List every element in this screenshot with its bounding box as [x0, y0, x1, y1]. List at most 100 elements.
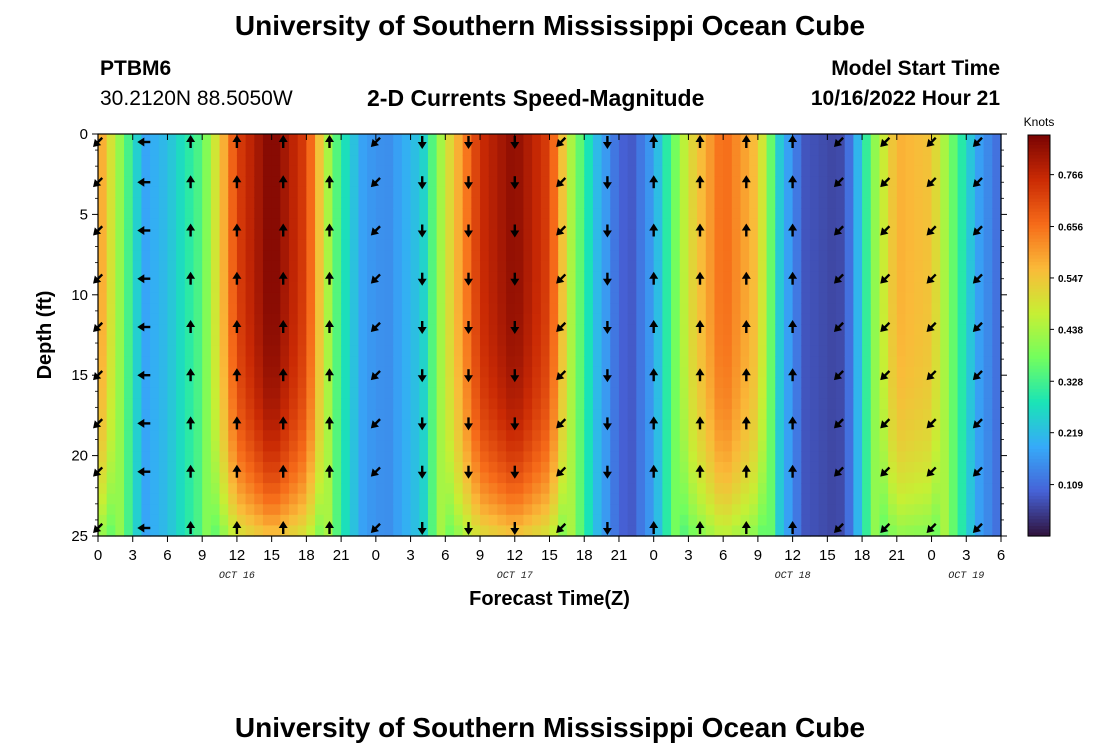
heatmap-cell: [636, 409, 646, 421]
heatmap-cell: [98, 134, 108, 146]
heatmap-cell: [532, 313, 542, 326]
heatmap-cell: [601, 387, 611, 400]
current-arrow: [186, 416, 196, 430]
current-arrow: [926, 225, 937, 236]
heatmap-cell: [618, 472, 629, 484]
heatmap-cell: [210, 176, 221, 188]
heatmap-cell: [818, 335, 828, 347]
heatmap-cell: [879, 335, 889, 347]
heatmap-cell: [167, 165, 177, 177]
heatmap-cell: [662, 335, 672, 347]
heatmap-cell: [254, 239, 264, 251]
heatmap-cell: [358, 419, 368, 431]
current-arrow: [602, 465, 612, 479]
heatmap-cell: [549, 186, 559, 199]
heatmap-cell: [219, 514, 229, 527]
heatmap-cell: [445, 250, 455, 262]
heatmap-cell: [888, 504, 898, 516]
heatmap-cell: [601, 440, 611, 452]
heatmap-cell: [506, 271, 516, 283]
heatmap-cell: [401, 409, 412, 421]
heatmap-cell: [384, 409, 394, 421]
heatmap-cell: [601, 398, 611, 410]
heatmap-cell: [714, 419, 724, 431]
heatmap-cell: [671, 324, 681, 336]
heatmap-cell: [358, 229, 368, 241]
heatmap-cell: [645, 260, 655, 273]
heatmap-cell: [289, 282, 299, 294]
heatmap-cell: [914, 134, 924, 146]
heatmap-cell: [549, 409, 559, 421]
heatmap-cell: [106, 282, 116, 294]
heatmap-cell: [367, 461, 377, 474]
heatmap-cell: [297, 472, 307, 484]
current-arrow: [649, 271, 659, 285]
heatmap-cell: [462, 208, 472, 220]
heatmap-cell: [740, 483, 750, 495]
heatmap-cell: [688, 155, 698, 167]
heatmap-cell: [532, 461, 542, 474]
heatmap-cell: [879, 250, 889, 262]
heatmap-cell: [783, 239, 794, 251]
current-arrow: [833, 225, 844, 236]
heatmap-cell: [514, 356, 525, 368]
heatmap-cell: [141, 324, 151, 336]
heatmap-cell: [271, 144, 281, 156]
heatmap-cell: [862, 451, 872, 463]
heatmap-cell: [514, 303, 525, 315]
heatmap-cell: [497, 514, 507, 527]
heatmap-cell: [245, 229, 255, 241]
heatmap-cell: [549, 239, 559, 251]
heatmap-cell: [584, 430, 594, 442]
current-arrow: [880, 273, 891, 284]
heatmap-cell: [792, 313, 802, 326]
heatmap-cell: [245, 483, 255, 495]
heatmap-cell: [453, 292, 464, 304]
heatmap-cell: [679, 398, 690, 410]
heatmap-cell: [922, 165, 933, 177]
heatmap-cell: [888, 186, 898, 199]
heatmap-cell: [896, 292, 907, 304]
heatmap-cell: [731, 176, 742, 188]
heatmap-cell: [471, 356, 481, 368]
heatmap-cell: [809, 472, 820, 484]
heatmap-cell: [141, 313, 151, 326]
heatmap-cell: [419, 186, 429, 199]
heatmap-cell: [558, 356, 568, 368]
heatmap-cell: [601, 260, 611, 273]
heatmap-cell: [783, 461, 794, 474]
heatmap-cell: [262, 504, 273, 516]
heatmap-cell: [575, 271, 585, 283]
heatmap-cell: [653, 134, 663, 146]
heatmap-cell: [202, 430, 212, 442]
current-arrow: [833, 370, 844, 381]
heatmap-cell: [688, 409, 698, 421]
heatmap-cell: [662, 282, 672, 294]
heatmap-cell: [297, 271, 307, 283]
heatmap-cell: [202, 525, 212, 537]
heatmap-cell: [488, 335, 498, 347]
colorbar-segment: [1028, 185, 1050, 190]
heatmap-cell: [497, 398, 507, 410]
heatmap-cell: [601, 197, 611, 209]
heatmap-cell: [106, 451, 116, 463]
heatmap-cell: [349, 134, 360, 146]
heatmap-cell: [645, 366, 655, 378]
heatmap-cell: [497, 461, 507, 474]
colorbar-segment: [1028, 479, 1050, 484]
heatmap-cell: [115, 303, 125, 315]
heatmap-cell: [419, 155, 429, 167]
heatmap-cell: [167, 208, 177, 220]
heatmap-cell: [957, 229, 967, 241]
heatmap-cell: [480, 134, 490, 146]
heatmap-cell: [289, 387, 299, 400]
heatmap-cell: [471, 250, 481, 262]
heatmap-cell: [618, 229, 629, 241]
heatmap-cell: [714, 387, 724, 400]
heatmap-cell: [410, 186, 420, 199]
heatmap-cell: [905, 144, 915, 156]
heatmap-cell: [297, 176, 307, 188]
heatmap-cell: [167, 514, 177, 527]
heatmap-cell: [662, 197, 672, 209]
heatmap-cell: [592, 525, 603, 537]
